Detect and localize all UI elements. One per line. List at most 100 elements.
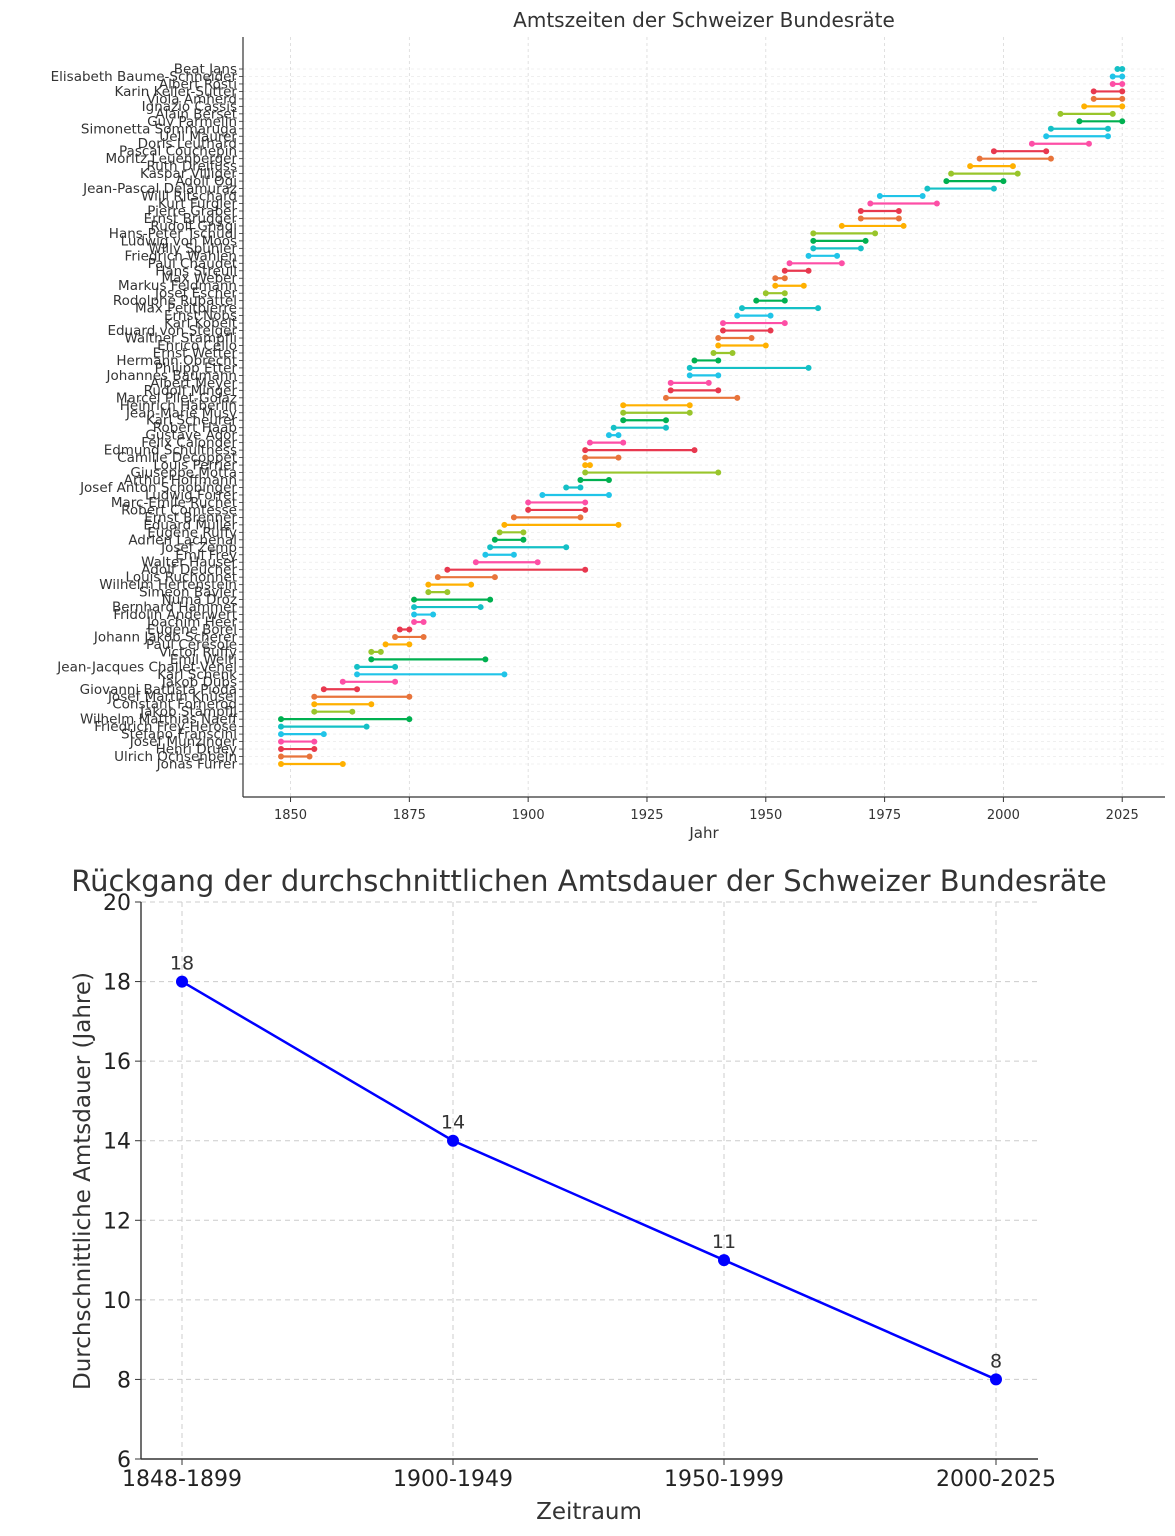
member-name-label: Pierre Graber	[147, 203, 237, 219]
tenure-end-dot	[1009, 163, 1016, 170]
average-tenure-data-label: 18	[170, 953, 194, 975]
tenure-chart-x-tick-label: 1925	[630, 808, 663, 823]
tenure-end-dot	[406, 641, 413, 648]
member-name-label: Arthur Hoffmann	[124, 473, 237, 489]
member-name-label: Ernst Brugger	[144, 211, 238, 227]
tenure-start-dot	[838, 222, 845, 229]
tenure-end-dot	[1119, 88, 1126, 95]
member-name-label: Josef Martin Knüsel	[107, 689, 237, 705]
tenure-end-dot	[368, 701, 375, 708]
average-tenure-y-tick-label: 14	[103, 1130, 131, 1155]
tenure-end-dot	[582, 499, 589, 506]
tenure-end-dot	[1119, 103, 1126, 110]
member-name-label: Rudolf Minger	[144, 383, 238, 399]
tenure-start-dot	[762, 290, 769, 297]
member-name-label: Camille Decoppet	[117, 450, 237, 466]
member-name-label: Gustave Ador	[145, 428, 237, 444]
tenure-start-dot	[686, 364, 693, 371]
tenure-start-dot	[720, 320, 727, 327]
tenure-start-dot	[278, 716, 285, 723]
tenure-start-dot	[1043, 133, 1050, 140]
tenure-start-dot	[1109, 80, 1116, 87]
tenure-end-dot	[534, 559, 541, 566]
tenure-end-dot	[715, 357, 722, 364]
tenure-end-dot	[406, 693, 413, 700]
tenure-start-dot	[857, 207, 864, 214]
member-name-label: Ludwig Forrer	[145, 487, 237, 503]
member-name-label: Friedrich Wahlen	[125, 248, 237, 264]
member-name-label: Moritz Leuenberger	[106, 151, 238, 167]
tenure-end-dot	[662, 417, 669, 424]
member-name-label: Numa Droz	[162, 592, 237, 608]
tenure-start-dot	[948, 170, 955, 177]
tenure-end-dot	[339, 761, 346, 767]
average-tenure-y-tick-label: 12	[103, 1209, 131, 1234]
tenure-start-dot	[539, 491, 546, 498]
average-tenure-chart-x-ticks: 1848-1899 1900-1949 1950-1999 2000-2025	[122, 1459, 1056, 1492]
tenure-start-dot	[810, 245, 817, 252]
member-name-label: Henri Druey	[156, 742, 237, 758]
tenure-start-dot	[691, 357, 698, 364]
tenure-start-dot	[354, 671, 361, 678]
member-name-label: Willi Ritschard	[141, 189, 237, 205]
average-tenure-point	[176, 975, 188, 988]
tenure-start-dot	[311, 693, 318, 700]
member-name-label: Philipp Etter	[155, 360, 238, 376]
tenure-start-dot	[667, 387, 674, 394]
average-tenure-x-tick-label: 2000-2025	[936, 1467, 1056, 1492]
tenure-end-dot	[510, 551, 517, 558]
tenure-end-dot	[406, 716, 413, 723]
tenure-chart-x-tick-label: 1950	[749, 808, 782, 823]
tenure-end-dot	[1014, 170, 1021, 177]
tenure-end-dot	[715, 469, 722, 476]
member-name-label: Jonas Furrer	[156, 757, 238, 773]
member-name-label: Ulrich Ochsenbein	[114, 749, 237, 765]
tenure-start-dot	[278, 738, 285, 745]
tenure-start-dot	[924, 185, 931, 192]
member-name-label: Ludwig von Moos	[121, 233, 237, 249]
tenure-start-dot	[1047, 125, 1054, 132]
tenure-start-dot	[487, 544, 494, 551]
member-name-label: Rudolf Gnägi	[150, 218, 237, 234]
member-name-label: Jean-Marie Musy	[125, 405, 237, 421]
tenure-start-dot	[662, 394, 669, 401]
tenure-end-dot	[520, 529, 527, 536]
member-name-label: Wilhelm Matthias Naeff	[80, 712, 238, 728]
tenure-end-dot	[767, 312, 774, 319]
tenure-end-dot	[1119, 118, 1126, 125]
tenure-end-dot	[1104, 133, 1111, 140]
member-name-label: Adolf Ogi	[175, 174, 237, 190]
member-name-label: Walther Stampfli	[124, 331, 237, 347]
tenure-start-dot	[720, 327, 727, 334]
tenure-start-dot	[582, 454, 589, 461]
tenure-chart-marks	[278, 66, 1126, 767]
tenure-start-dot	[278, 731, 285, 738]
member-name-label: Albert Rösti	[159, 76, 237, 92]
member-name-label: Robert Haab	[153, 420, 237, 436]
tenure-end-dot	[729, 349, 736, 356]
average-tenure-line	[181, 980, 997, 1381]
tenure-start-dot	[368, 656, 375, 663]
tenure-end-dot	[354, 686, 361, 693]
average-tenure-y-tick-label: 8	[117, 1368, 131, 1393]
member-name-label: Rodolphe Rubattel	[113, 293, 237, 309]
member-name-label: Bernhard Hammer	[112, 600, 237, 616]
member-name-label: Johann Jakob Scherer	[93, 629, 238, 645]
average-tenure-point	[718, 1254, 730, 1267]
tenure-end-dot	[582, 506, 589, 513]
tenure-end-dot	[491, 574, 498, 581]
member-name-label: Kaspar Villiger	[140, 166, 237, 182]
tenure-start-dot	[1090, 88, 1097, 95]
member-name-label: Constant Fornerod	[112, 697, 237, 713]
tenure-start-dot	[411, 596, 418, 603]
tenure-start-dot	[525, 506, 532, 513]
member-name-label: Albert Meyer	[150, 375, 237, 391]
tenure-start-dot	[354, 663, 361, 670]
tenure-end-dot	[563, 544, 570, 551]
tenure-end-dot	[311, 738, 318, 745]
tenure-chart-grid	[243, 37, 1165, 797]
average-tenure-point	[990, 1373, 1002, 1386]
tenure-start-dot	[392, 633, 399, 640]
average-tenure-data-label: 8	[990, 1350, 1002, 1372]
tenure-start-dot	[425, 589, 432, 596]
